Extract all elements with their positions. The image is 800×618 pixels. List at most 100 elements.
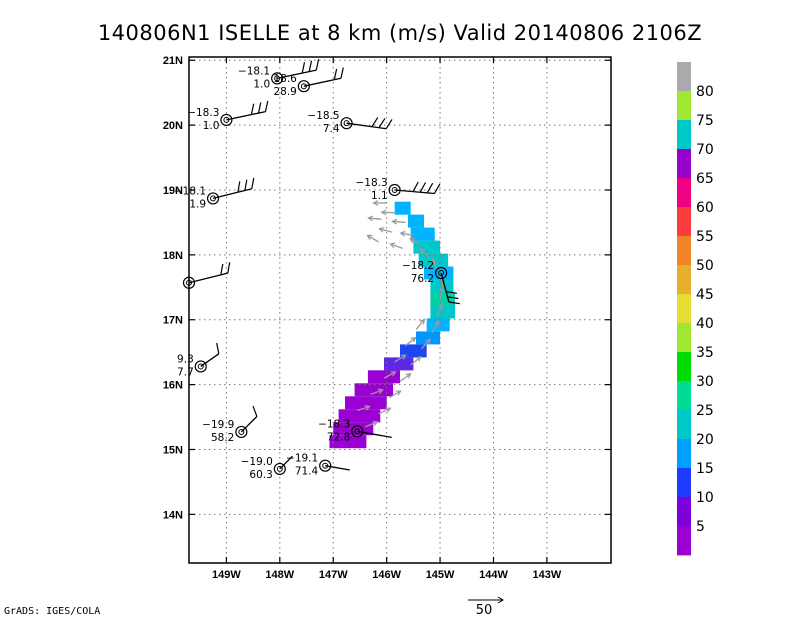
wind-arrow-head: [437, 303, 444, 310]
station-circle: [235, 425, 248, 439]
wind-arrow: [357, 405, 370, 412]
station-speed-label: 1.9: [189, 198, 206, 210]
station-circle-inner: [438, 270, 445, 277]
wind-barb-flag: [371, 117, 379, 128]
wind-arrow-head: [425, 338, 431, 345]
colorbar-label: 25: [696, 403, 714, 419]
x-tick-label: 144W: [479, 569, 508, 581]
x-tick-label: 148W: [265, 569, 294, 581]
wind-arrow-head: [378, 227, 385, 233]
colorbar-label: 70: [696, 142, 714, 158]
station-temp-label: −18.1: [238, 65, 270, 77]
station-circle-inner: [300, 83, 307, 90]
wind-arrow: [383, 371, 396, 379]
station-circle: [340, 117, 353, 130]
colorbar-label: 30: [696, 374, 714, 390]
station-circle: [273, 462, 286, 476]
wind-arrow-head: [367, 215, 374, 222]
colorbar-label: 40: [696, 316, 714, 332]
wind-arrow: [388, 390, 401, 399]
wind-barb-flag: [251, 177, 255, 189]
colorbar-swatch: [677, 323, 691, 353]
y-axis-ticks: 14N 15N 16N 17N 18N 19N 20N 21N: [163, 55, 611, 521]
colorbar-swatch: [677, 468, 691, 498]
wind-arrow: [368, 217, 382, 220]
wind-barb-flag: [333, 68, 338, 80]
wind-arrow: [431, 321, 440, 334]
station-speed-label: 7.4: [323, 123, 340, 135]
station-speed-label: 1.1: [371, 190, 388, 202]
station-temp-label: 18.6: [273, 73, 297, 85]
x-tick-label: 149W: [212, 569, 241, 581]
y-tick-label: 14N: [163, 509, 183, 521]
wind-barb-flag: [244, 179, 248, 191]
wind-arrow-head: [389, 242, 396, 249]
colorbar-label: 20: [696, 432, 714, 448]
swath-cell: [410, 227, 435, 241]
wind-barb-flag: [237, 181, 241, 193]
station-circle: [206, 192, 220, 205]
station-circle: [319, 459, 332, 472]
wind-arrow: [415, 319, 425, 330]
station-speed-label: 28.9: [273, 86, 296, 98]
wind-barb-flag: [227, 262, 231, 274]
swath-cell: [430, 279, 454, 293]
wind-arrow: [378, 407, 391, 415]
y-tick-label: 18N: [163, 250, 183, 262]
station-speed-label: 71.4: [295, 466, 319, 478]
wind-arrow-head: [419, 248, 426, 254]
colorbar-label: 5: [696, 519, 705, 535]
wind-arrow-head: [409, 237, 416, 244]
wind-barb-flag: [378, 118, 386, 129]
station-speed-label: 72.8: [327, 431, 350, 443]
wind-barb-staff: [325, 465, 350, 471]
wind-arrow-head: [399, 230, 406, 237]
y-tick-label: 20N: [163, 120, 183, 132]
plot-frame: [188, 56, 612, 564]
colorbar-label: 10: [696, 490, 714, 506]
station-circle-inner: [343, 120, 350, 127]
wind-barb-flag: [264, 100, 269, 112]
wind-arrow-head: [395, 390, 402, 396]
station-circle: [297, 80, 310, 93]
wind-arrow-head: [364, 405, 371, 411]
colorbar-swatch: [677, 207, 691, 237]
station-circle-inner: [354, 428, 361, 435]
reference-vector-head: [497, 596, 504, 604]
colorbar-swatch: [677, 120, 691, 150]
x-tick-label: 143W: [533, 569, 562, 581]
station-circle: [351, 425, 364, 438]
station-temp-label: −18.2: [402, 260, 434, 272]
colorbar-swatch: [677, 178, 691, 208]
swath-cell: [345, 396, 387, 410]
station-circle-inner: [322, 462, 329, 469]
wind-barb-flag: [257, 102, 262, 114]
station-circle-inner: [276, 465, 283, 472]
swath-cell: [329, 435, 367, 449]
wind-vector-arrows: [357, 200, 445, 428]
wind-barb-flag: [412, 181, 419, 192]
wind-arrow: [419, 248, 430, 259]
station-speed-label: 7.7: [177, 366, 194, 378]
swath-cell: [384, 357, 414, 371]
wind-barb-flag: [252, 405, 258, 417]
wind-arrow-head: [380, 209, 387, 216]
station-temp-label: −18.1: [174, 185, 206, 197]
colorbar-label: 65: [696, 171, 714, 187]
station-temp-label: −18.3: [355, 177, 387, 189]
y-tick-label: 19N: [163, 185, 183, 197]
swath-cell: [430, 305, 455, 319]
station-circle-inner: [391, 186, 398, 193]
station-speed-label: 58.2: [211, 432, 234, 444]
wind-arrow: [379, 228, 393, 233]
colorbar-label: 50: [696, 258, 714, 274]
swath-cell: [354, 383, 394, 397]
station-circle: [271, 72, 284, 85]
station-circle-inner: [274, 75, 281, 82]
y-tick-label: 21N: [163, 55, 183, 67]
x-tick-label: 146W: [372, 569, 401, 581]
x-tick-label: 145W: [426, 569, 455, 581]
station-temp-label: −18.5: [307, 110, 339, 122]
wind-arrow: [392, 220, 406, 224]
wind-arrow-head: [431, 257, 438, 264]
